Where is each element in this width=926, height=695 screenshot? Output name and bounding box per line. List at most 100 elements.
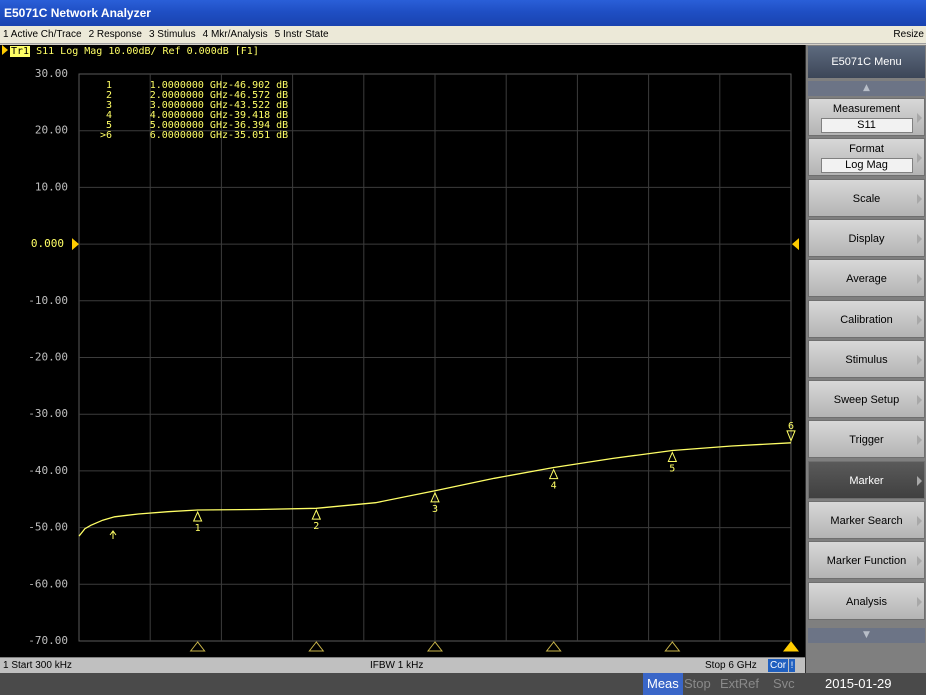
- status-stop: Stop: [684, 676, 711, 691]
- menu-mkr-analysis[interactable]: 4 Mkr/Analysis: [202, 29, 268, 40]
- marker-id: 2: [105, 90, 112, 101]
- menu-instr-state[interactable]: 5 Instr State: [274, 29, 329, 40]
- softkey-marker-function[interactable]: Marker Function: [808, 541, 925, 580]
- marker-symbols: 1 2 3 4 5 6: [192, 421, 796, 534]
- marker-4-label: 4: [551, 481, 557, 492]
- softkey-analysis[interactable]: Analysis: [808, 581, 925, 620]
- clock: 2015-01-29 17:56: [825, 676, 892, 691]
- marker-id: 4: [105, 110, 112, 121]
- marker-id: 3: [105, 100, 112, 111]
- measurement-screen: 30.00 20.00 10.00 0.000 -10.00 -20.00 -30.00 -4…: [0, 45, 805, 657]
- correction-indicator: !: [789, 659, 795, 672]
- softkey-scroll-down-icon[interactable]: ▼: [808, 628, 925, 643]
- softkey-marker[interactable]: Marker: [808, 460, 925, 499]
- softkey-label: Analysis: [846, 595, 887, 608]
- softkey-trigger[interactable]: Trigger: [808, 420, 925, 459]
- trace-label[interactable]: Tr1: [10, 46, 31, 57]
- marker-position-indicator-icon: [308, 641, 325, 652]
- correction-badge: Cor: [768, 659, 789, 672]
- softkey-panel: E5071C Menu ▲ Measurement S11 Format Log Ma…: [805, 45, 926, 673]
- softkey-menu-title: E5071C Menu: [808, 46, 925, 78]
- menu-response[interactable]: 2 Response: [88, 29, 142, 40]
- trace-settings: S11 Log Mag 10.00dB/ Ref 0.000dB [F1]: [36, 46, 259, 57]
- bottom-marker-indicators: [189, 641, 800, 652]
- marker-id: >6: [99, 130, 112, 141]
- marker-value: -36.394 dB: [228, 120, 289, 131]
- marker-table: 1 1.0000000 GHz-46.902 dB 2 2.0000000 GHz-4…: [92, 80, 289, 141]
- window-title: E5071C Network Analyzer: [0, 0, 926, 26]
- marker-2-icon: [311, 508, 322, 520]
- marker-position-indicator-icon: [189, 641, 206, 652]
- marker-row: 4 4.0000000 GHz-39.418 dB: [92, 110, 289, 121]
- marker-3-icon: [430, 491, 440, 503]
- y-tick-label: -60.00: [28, 577, 68, 590]
- softkey-label: Marker: [849, 474, 884, 487]
- marker-5-label: 5: [669, 463, 675, 474]
- softkey-label: Sweep Setup: [833, 394, 900, 407]
- menu-active-ch-trace[interactable]: 1 Active Ch/Trace: [3, 29, 82, 40]
- softkey-label: Measurement: [832, 103, 901, 115]
- marker-id: 1: [105, 80, 112, 91]
- softkey-average[interactable]: Average: [808, 259, 925, 298]
- marker-3-label: 3: [432, 504, 438, 515]
- marker-position-indicator-icon: [782, 641, 800, 652]
- marker-value: -35.051 dB: [228, 130, 289, 141]
- active-trace-arrow-icon: [2, 45, 8, 55]
- y-axis-ticks: 30.00 20.00 10.00 0.000 -10.00 -20.00 -30.00 -4…: [28, 67, 68, 647]
- y-tick-label: -70.00: [28, 634, 68, 647]
- marker-id: 5: [105, 120, 112, 131]
- marker-freq: 6.0000000 GHz: [149, 130, 228, 141]
- instrument-status-bar: Meas Stop ExtRef Svc 2015-01-29 17:56: [0, 673, 926, 695]
- softkey-calibration[interactable]: Calibration: [808, 299, 925, 338]
- marker-1-icon: [192, 510, 203, 522]
- marker-freq: 5.0000000 GHz: [149, 120, 228, 131]
- softkey-scroll-up-icon[interactable]: ▲: [808, 81, 925, 96]
- reference-level-right-icon: [792, 238, 799, 251]
- softkey-label: Stimulus: [845, 353, 888, 366]
- trace-header: Tr1 S11 Log Mag 10.00dB/ Ref 0.000dB [F1…: [0, 45, 259, 59]
- start-frequency[interactable]: 1 Start 300 kHz: [3, 660, 72, 671]
- softkey-label: Marker Search: [830, 515, 903, 527]
- y-tick-label: -40.00: [28, 464, 68, 477]
- marker-value: -43.522 dB: [228, 100, 289, 111]
- softkey-label: Marker Function: [826, 555, 907, 568]
- softkey-sweep-setup[interactable]: Sweep Setup: [808, 380, 925, 419]
- menubar: 1 Active Ch/Trace 2 Response 3 Stimulus …: [0, 26, 926, 44]
- softkey-display[interactable]: Display: [808, 218, 925, 257]
- trace-plot: 30.00 20.00 10.00 0.000 -10.00 -20.00 -30.00 -4…: [28, 67, 800, 652]
- menu-stimulus[interactable]: 3 Stimulus: [148, 29, 196, 40]
- marker-row: 2 2.0000000 GHz-46.572 dB: [92, 90, 288, 101]
- channel-status-bar: 1 Start 300 kHz IFBW 1 kHz Stop 6 GHz Co…: [0, 657, 805, 673]
- marker-freq: 3.0000000 GHz: [149, 100, 228, 111]
- reference-marker-icon: [109, 530, 117, 539]
- softkey-scale[interactable]: Scale: [808, 178, 925, 217]
- stop-frequency[interactable]: Stop 6 GHz: [705, 660, 757, 671]
- softkey-label: Calibration: [840, 313, 893, 326]
- menu-resize[interactable]: Resize: [893, 29, 924, 40]
- reference-level-left-icon: [72, 238, 79, 251]
- softkey-marker-search[interactable]: Marker Search: [808, 501, 925, 539]
- marker-6-icon: [786, 430, 796, 443]
- softkey-measurement[interactable]: Measurement S11: [808, 98, 925, 136]
- status-meas: Meas: [643, 673, 683, 695]
- softkey-value: Log Mag: [820, 158, 913, 174]
- marker-value: -39.418 dB: [228, 110, 289, 121]
- softkey-label: Average: [846, 273, 887, 286]
- y-tick-label: 20.00: [35, 124, 68, 137]
- softkey-format[interactable]: Format Log Mag: [808, 138, 925, 177]
- y-tick-label: 10.00: [35, 180, 68, 193]
- graticule: [78, 73, 792, 642]
- marker-1-label: 1: [195, 523, 201, 534]
- marker-freq: 1.0000000 GHz: [149, 80, 228, 91]
- marker-5-icon: [667, 451, 678, 462]
- marker-6-label: 6: [788, 421, 794, 432]
- marker-position-indicator-icon: [426, 641, 444, 652]
- marker-row: 5 5.0000000 GHz-36.394 dB: [92, 120, 289, 131]
- softkey-stimulus[interactable]: Stimulus: [808, 339, 925, 378]
- marker-4-icon: [548, 468, 559, 480]
- softkey-label: Scale: [852, 192, 881, 205]
- status-svc: Svc: [773, 676, 795, 691]
- marker-2-label: 2: [313, 521, 319, 532]
- if-bandwidth[interactable]: IFBW 1 kHz: [370, 660, 424, 671]
- marker-value: -46.902 dB: [228, 80, 289, 91]
